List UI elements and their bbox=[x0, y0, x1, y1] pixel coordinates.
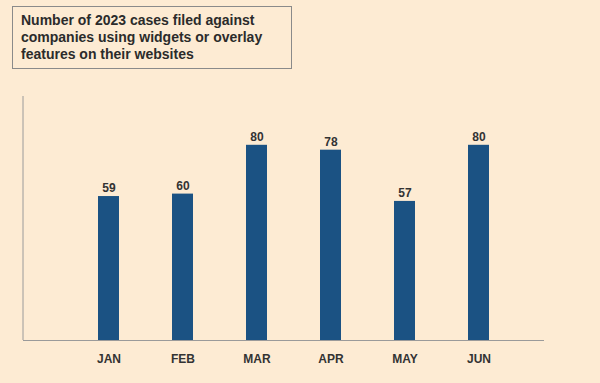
svg-text:80: 80 bbox=[250, 130, 264, 144]
svg-text:JUN: JUN bbox=[467, 352, 491, 366]
svg-text:MAY: MAY bbox=[392, 352, 418, 366]
svg-text:FEB: FEB bbox=[171, 352, 195, 366]
svg-text:JAN: JAN bbox=[97, 352, 121, 366]
html-text:Number of 2023 cases filed aga: Number of 2023 cases filed against compa… bbox=[21, 12, 263, 62]
svg-text:80: 80 bbox=[472, 130, 486, 144]
svg-text:APR: APR bbox=[318, 352, 344, 366]
svg-text:59: 59 bbox=[102, 181, 116, 195]
svg-text:78: 78 bbox=[324, 135, 338, 149]
svg-text:MAR: MAR bbox=[243, 352, 271, 366]
svg-text:60: 60 bbox=[176, 179, 190, 193]
svg-text:57: 57 bbox=[398, 186, 412, 200]
